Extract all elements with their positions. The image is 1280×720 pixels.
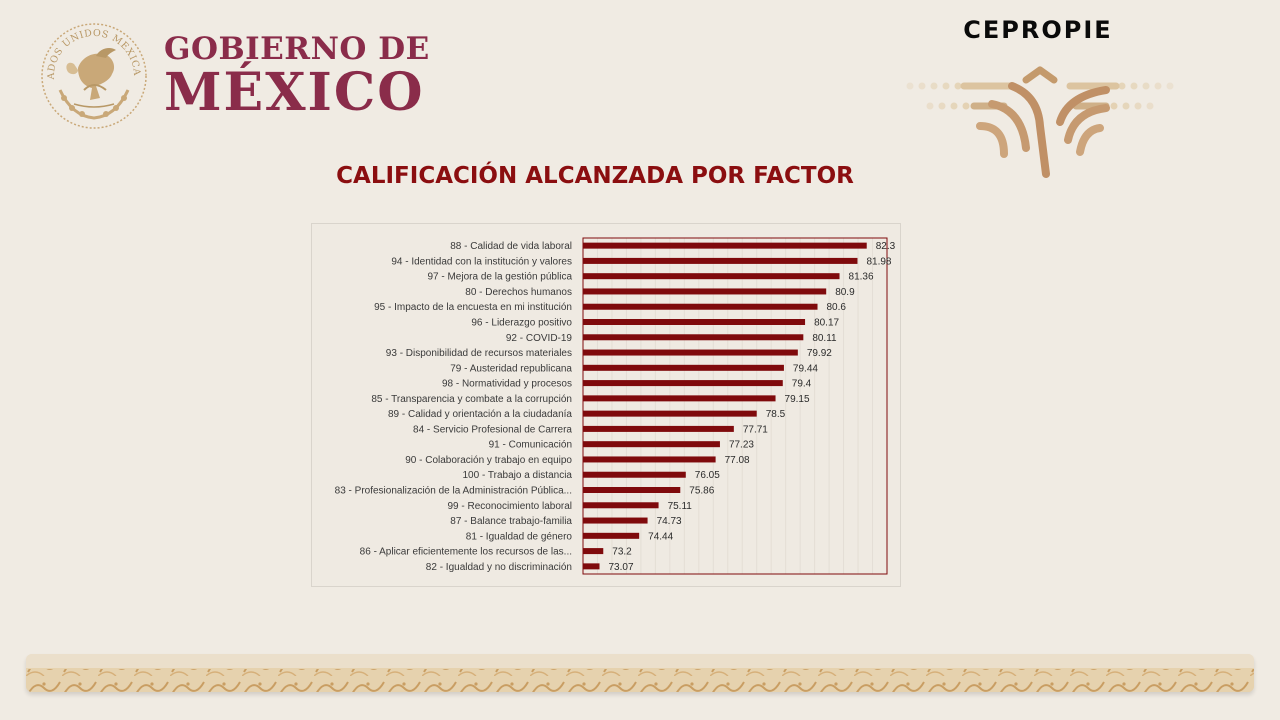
category-label: 95 - Impacto de la encuesta en mi instit… — [374, 302, 572, 313]
bars — [583, 242, 867, 570]
bar — [583, 441, 720, 448]
bar — [583, 257, 858, 264]
category-label: 96 - Liderazgo positivo — [471, 318, 572, 329]
category-label: 83 - Profesionalización de la Administra… — [335, 486, 572, 497]
category-label: 85 - Transparencia y combate a la corrup… — [371, 394, 572, 405]
category-label: 84 - Servicio Profesional de Carrera — [413, 424, 572, 435]
category-label: 98 - Normatividad y procesos — [442, 379, 572, 390]
bar — [583, 303, 818, 310]
bar — [583, 471, 686, 478]
data-label: 81.98 — [866, 256, 891, 267]
bar — [583, 242, 867, 249]
category-label: 93 - Disponibilidad de recursos material… — [386, 348, 572, 359]
category-label: 91 - Comunicación — [489, 440, 572, 451]
cepropie-emblem-icon — [906, 66, 1174, 178]
data-label: 77.08 — [725, 455, 750, 466]
decorative-footer-band — [26, 654, 1254, 692]
gov-line-1: GOBIERNO DE — [164, 31, 430, 67]
category-label: 92 - COVID-19 — [506, 333, 573, 344]
data-label: 79.44 — [793, 363, 818, 374]
data-labels: 82.3 81.98 81.36 80.9 80.6 80.17 80.11 79.92 79.… — [609, 241, 896, 573]
category-label: 86 - Aplicar eficientemente los recursos… — [360, 547, 572, 558]
data-label: 80.9 — [835, 287, 855, 298]
category-label: 89 - Calidad y orientación a la ciudadan… — [388, 409, 572, 420]
category-label: 88 - Calidad de vida laboral — [450, 241, 572, 252]
plot-frame — [582, 237, 888, 575]
category-label: 99 - Reconocimiento laboral — [447, 501, 572, 512]
category-label: 82 - Igualdad y no discriminación — [426, 562, 572, 573]
data-label: 77.23 — [729, 440, 754, 451]
bar-chart-svg: 88 - Calidad de vida laboral 94 - Identid… — [335, 237, 896, 575]
data-label: 80.17 — [814, 318, 839, 329]
chart-title: CALIFICACIÓN ALCANZADA POR FACTOR — [336, 163, 854, 189]
gov-wordmark: GOBIERNO DE MÉXICO — [164, 32, 430, 120]
data-label: 81.36 — [849, 272, 874, 283]
data-label: 80.6 — [827, 302, 847, 313]
bar — [583, 395, 776, 402]
category-label: 100 - Trabajo a distancia — [462, 470, 572, 481]
category-label: 80 - Derechos humanos — [465, 287, 572, 298]
gobierno-de-mexico-logo: ESTADOS UNIDOS MEXICANOS GOBIERNO DE MÉX… — [38, 20, 429, 138]
bar — [583, 349, 798, 356]
category-label: 79 - Austeridad republicana — [450, 363, 572, 374]
data-label: 74.44 — [648, 531, 673, 542]
category-label: 81 - Igualdad de género — [466, 531, 573, 542]
data-label: 79.92 — [807, 348, 832, 359]
bar — [583, 288, 827, 295]
data-label: 80.11 — [812, 333, 837, 344]
ornament-pattern-icon — [26, 654, 1254, 692]
data-label: 76.05 — [695, 470, 720, 481]
bar — [583, 425, 734, 432]
agency-name: CEPROPIE — [963, 16, 1113, 44]
data-label: 73.2 — [612, 547, 632, 558]
data-label: 75.86 — [689, 486, 714, 497]
data-label: 78.5 — [766, 409, 786, 420]
data-label: 75.11 — [668, 501, 693, 512]
data-label: 82.3 — [876, 241, 896, 252]
category-label: 90 - Colaboración y trabajo en equipo — [405, 455, 572, 466]
data-label: 77.71 — [743, 424, 768, 435]
bar — [583, 273, 840, 280]
bar — [583, 517, 648, 524]
bar — [583, 380, 783, 387]
bar — [583, 334, 804, 341]
category-labels: 88 - Calidad de vida laboral 94 - Identid… — [335, 241, 573, 573]
bar — [583, 548, 604, 555]
bar — [583, 487, 681, 493]
national-seal-icon: ESTADOS UNIDOS MEXICANOS — [38, 20, 147, 129]
bar — [583, 502, 659, 509]
category-label: 87 - Balance trabajo-familia — [450, 516, 572, 527]
bar — [583, 532, 640, 539]
data-label: 79.15 — [785, 394, 810, 405]
gov-line-2: MÉXICO — [164, 62, 425, 123]
bar — [583, 364, 784, 371]
bar — [583, 563, 600, 570]
data-label: 79.4 — [792, 379, 812, 390]
bar-chart: 88 - Calidad de vida laboral 94 - Identid… — [311, 223, 901, 587]
bar — [583, 319, 806, 325]
bar — [583, 456, 716, 463]
category-label: 97 - Mejora de la gestión pública — [427, 272, 572, 283]
data-label: 73.07 — [609, 562, 634, 573]
category-label: 94 - Identidad con la institución y valo… — [391, 256, 572, 267]
data-label: 74.73 — [657, 516, 682, 527]
bar — [583, 410, 757, 417]
